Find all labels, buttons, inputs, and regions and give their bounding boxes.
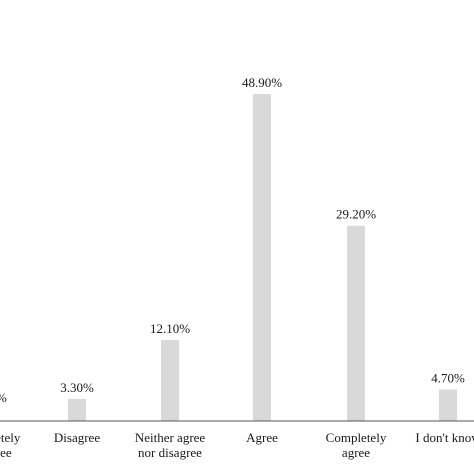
bar-group	[68, 94, 457, 421]
category-label-0: Completelydisagree	[0, 430, 21, 460]
bar-2	[161, 340, 179, 421]
bar-3	[253, 94, 271, 421]
bar-4	[347, 225, 365, 421]
category-label-4: Completely agree	[326, 430, 387, 460]
category-label-5: I don't know	[415, 430, 474, 445]
data-label-2: 12.10%	[150, 321, 190, 336]
category-label-group: Completelydisagree Disagree Neither agreen…	[0, 430, 474, 460]
data-label-0: 1.80%	[0, 390, 7, 405]
data-label-5: 4.70%	[431, 371, 465, 386]
bar-5	[439, 389, 457, 421]
category-label-1: Disagree	[54, 430, 100, 445]
value-label-group: 1.80% 3.30% 12.10% 48.90% 29.20% 4.70%	[0, 75, 465, 405]
category-label-3: Agree	[246, 430, 278, 445]
data-label-4: 29.20%	[336, 207, 376, 222]
category-label-2: Neither agree nor disagree	[135, 430, 206, 460]
data-label-1: 3.30%	[60, 380, 94, 395]
bar-1	[68, 398, 86, 421]
data-label-3: 48.90%	[242, 75, 282, 90]
